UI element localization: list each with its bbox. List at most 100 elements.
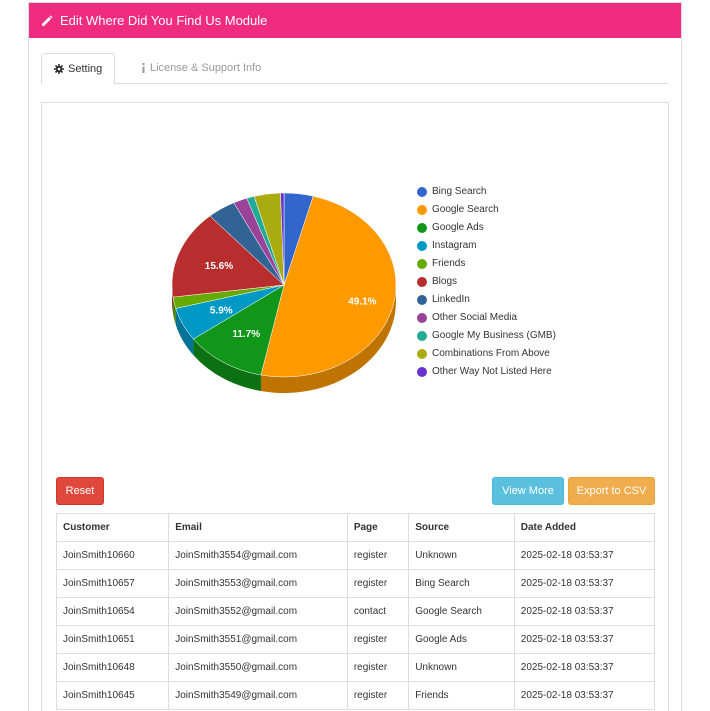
table-cell: JoinSmith10654: [55, 597, 170, 626]
export-csv-button[interactable]: Export to CSV: [568, 477, 655, 505]
table-cell: Google Ads: [408, 625, 515, 654]
table-cell: register: [346, 541, 410, 570]
table-cell: JoinSmith10657: [55, 569, 170, 598]
module-header: Edit Where Did You Find Us Module: [29, 3, 681, 38]
table-cell: Unknown: [408, 541, 515, 570]
reset-button[interactable]: Reset: [56, 477, 104, 505]
legend-swatch: [417, 331, 427, 341]
legend-swatch: [417, 349, 427, 359]
legend-item: Other Social Media: [417, 311, 557, 325]
column-header: Date Added: [513, 513, 656, 542]
legend-item: Blogs: [417, 275, 557, 289]
tab-license-support[interactable]: License & Support Info: [129, 53, 273, 83]
column-header: Customer: [55, 513, 170, 542]
table-row: JoinSmith10654 JoinSmith3552@gmail.com con…: [55, 597, 656, 626]
pie-slice-side: [175, 308, 194, 356]
table-cell: 2025-02-18 03:53:37: [513, 625, 656, 654]
legend-label: Friends: [432, 258, 466, 269]
table-row: JoinSmith10657 JoinSmith3553@gmail.com reg…: [55, 569, 656, 598]
column-header: Email: [168, 513, 348, 542]
table-row: JoinSmith10648 JoinSmith3550@gmail.com reg…: [55, 653, 656, 682]
legend-label: Combinations From Above: [432, 348, 550, 359]
legend-swatch: [417, 313, 427, 323]
pie-data-label: 49.1%: [348, 296, 376, 307]
legend-item: LinkedIn: [417, 293, 557, 307]
legend-item: Combinations From Above: [417, 347, 557, 361]
pie-slice[interactable]: [280, 192, 285, 286]
pie-slice-side: [172, 297, 176, 325]
legend-item: Google Search: [417, 203, 557, 217]
pie-data-label: 11.7%: [232, 329, 260, 340]
tab-bar: Setting License & Support Info: [41, 53, 669, 85]
legend-item: Google My Business (GMB): [417, 329, 557, 343]
legend-item: Bing Search: [417, 185, 557, 199]
table-cell: 2025-02-18 03:53:37: [513, 653, 656, 682]
legend-label: Instagram: [432, 240, 477, 251]
legend-label: Other Way Not Listed Here: [432, 366, 552, 377]
legend-item: Friends: [417, 257, 557, 271]
legend-label: Google Ads: [432, 222, 484, 233]
table-cell: register: [346, 569, 410, 598]
table-cell: 2025-02-18 03:53:37: [513, 681, 656, 710]
legend-label: Google My Business (GMB): [432, 330, 556, 341]
table-cell: Friends: [408, 681, 515, 710]
chart-legend: Bing Search Google Search Google Ads Instag…: [417, 185, 557, 383]
page-title: Edit Where Did You Find Us Module: [60, 13, 268, 28]
legend-swatch: [417, 259, 427, 269]
table-cell: 2025-02-18 03:53:37: [513, 597, 656, 626]
legend-swatch: [417, 367, 427, 377]
table-row: JoinSmith10645 JoinSmith3549@gmail.com reg…: [55, 681, 656, 710]
legend-item: Instagram: [417, 239, 557, 253]
settings-panel: 49.1% 11.7% 5.9% 15.6% Bing Search Google Se…: [41, 102, 669, 711]
module-frame: Edit Where Did You Find Us Module Settin…: [28, 2, 682, 711]
pie-slice[interactable]: [171, 215, 285, 298]
legend-label: Google Search: [432, 204, 499, 215]
tab-setting-label: Setting: [68, 63, 103, 75]
table-cell: JoinSmith3552@gmail.com: [168, 597, 348, 626]
column-header: Page: [346, 513, 410, 542]
tab-setting[interactable]: Setting: [41, 53, 116, 85]
legend-label: Other Social Media: [432, 312, 518, 323]
tab-license-support-label: License & Support Info: [150, 62, 262, 74]
gear-icon: [54, 64, 64, 74]
legend-item: Other Way Not Listed Here: [417, 365, 557, 379]
table-cell: JoinSmith3553@gmail.com: [168, 569, 348, 598]
table-header-row: Customer Email Page Source Date Added: [55, 513, 656, 542]
table-cell: contact: [346, 597, 410, 626]
pie-slice-side: [260, 285, 396, 393]
table-cell: Unknown: [408, 653, 515, 682]
table-cell: JoinSmith10660: [55, 541, 170, 570]
table-cell: Google Search: [408, 597, 515, 626]
table-row: JoinSmith10651 JoinSmith3551@gmail.com reg…: [55, 625, 656, 654]
legend-swatch: [417, 277, 427, 287]
legend-swatch: [417, 205, 427, 215]
view-more-button[interactable]: View More: [492, 477, 564, 505]
column-header: Source: [408, 513, 515, 542]
table-cell: JoinSmith3549@gmail.com: [168, 681, 348, 710]
table-cell: JoinSmith3554@gmail.com: [168, 541, 348, 570]
table-row: JoinSmith10660 JoinSmith3554@gmail.com reg…: [55, 541, 656, 570]
table-cell: 2025-02-18 03:53:37: [513, 541, 656, 570]
table-cell: JoinSmith3550@gmail.com: [168, 653, 348, 682]
legend-swatch: [417, 223, 427, 233]
table-cell: register: [346, 653, 410, 682]
legend-label: Bing Search: [432, 186, 487, 197]
legend-label: LinkedIn: [432, 294, 470, 305]
table-cell: JoinSmith3551@gmail.com: [168, 625, 348, 654]
table-cell: JoinSmith10651: [55, 625, 170, 654]
table-cell: JoinSmith10645: [55, 681, 170, 710]
pie-slice-side: [193, 339, 261, 392]
pie-slice[interactable]: [260, 195, 397, 378]
results-table: Customer Email Page Source Date Added JoinSm…: [55, 513, 656, 710]
table-cell: register: [346, 625, 410, 654]
table-cell: Bing Search: [408, 569, 515, 598]
legend-item: Google Ads: [417, 221, 557, 235]
pie-slice[interactable]: [193, 284, 285, 376]
table-cell: register: [346, 681, 410, 710]
info-icon: [141, 63, 146, 73]
table-cell: JoinSmith10648: [55, 653, 170, 682]
table-body: JoinSmith10660 JoinSmith3554@gmail.com reg…: [55, 541, 656, 710]
legend-label: Blogs: [432, 276, 458, 287]
pencil-icon: [41, 14, 53, 27]
pie-data-label: 5.9%: [210, 305, 233, 316]
